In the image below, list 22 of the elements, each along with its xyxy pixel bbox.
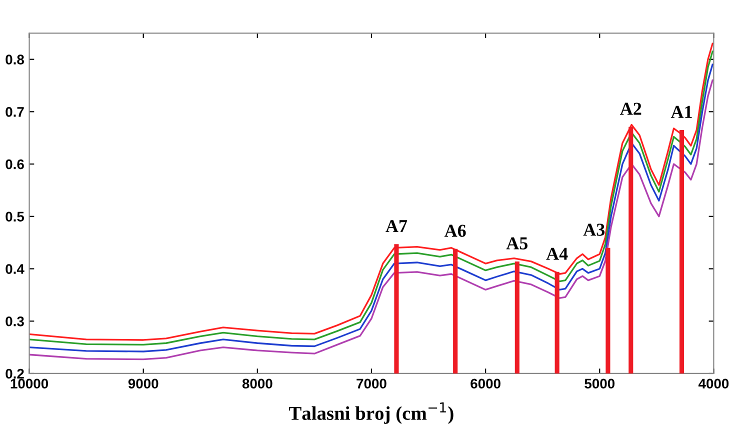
data-label: A6 [444,224,466,237]
x-tick-label: 5000 [584,378,615,389]
data-label: A4 [546,248,568,260]
y-tick-label: 0.7 [6,107,24,117]
x-tick-label: 7000 [356,378,386,389]
y-tick-label: 0.5 [6,212,24,222]
x-tick-label: 8000 [242,378,272,389]
y-tick-label: 0.8 [6,54,24,64]
data-label: A3 [583,224,605,236]
y-tick-label: 0.6 [6,159,24,170]
data-label: A1 [670,106,692,118]
x-tick-label: 9000 [128,378,158,389]
data-label: A2 [620,102,642,115]
x-tick-label: 10000 [10,378,48,389]
y-tick-label: 0.4 [6,264,24,274]
y-tick-label: 0.2 [6,368,24,379]
data-label: A7 [386,220,408,232]
x-tick-label: 6000 [470,378,500,389]
y-tick-label: 0.3 [6,316,24,326]
data-label: A5 [506,237,528,250]
x-tick-label: 4000 [698,378,729,389]
x-axis-title: Talasni broj (cm$^{−1}$) [288,402,454,424]
